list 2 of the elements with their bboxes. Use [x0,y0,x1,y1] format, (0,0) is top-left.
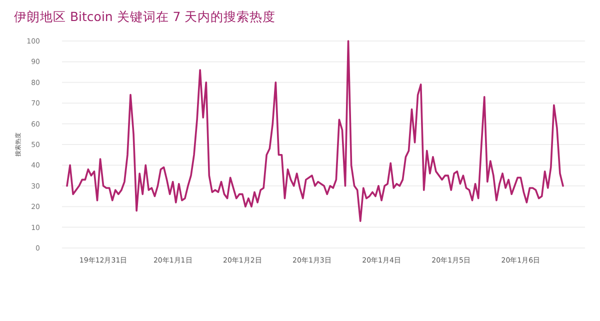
line-series [66,40,564,222]
chart-title: 伊朗地区 Bitcoin 关键词在 7 天内的搜索热度 [14,9,276,24]
